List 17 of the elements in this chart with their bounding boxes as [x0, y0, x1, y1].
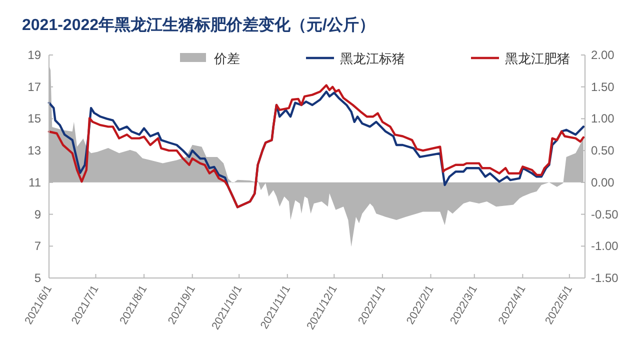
y2tick: -1.50 — [591, 271, 618, 285]
ytick: 15 — [28, 112, 41, 126]
y2tick: 2.00 — [591, 48, 614, 62]
y2tick: 0.50 — [591, 144, 614, 158]
y2tick: 0.00 — [591, 175, 614, 190]
ytick: 11 — [28, 175, 41, 190]
title: 2021-2022年黑龙江生猪标肥价差变化（元/公斤） — [22, 17, 375, 34]
ytick: 7 — [34, 239, 41, 254]
ytick: 19 — [28, 48, 41, 62]
y2tick: -1.00 — [591, 239, 618, 254]
ytick: 13 — [28, 144, 41, 158]
y2tick: 1.00 — [591, 112, 614, 126]
y2tick: 1.50 — [591, 80, 614, 94]
y2tick: -0.50 — [591, 207, 618, 222]
ytick: 5 — [34, 271, 41, 285]
ytick: 17 — [28, 80, 41, 94]
ytick: 9 — [34, 207, 41, 222]
